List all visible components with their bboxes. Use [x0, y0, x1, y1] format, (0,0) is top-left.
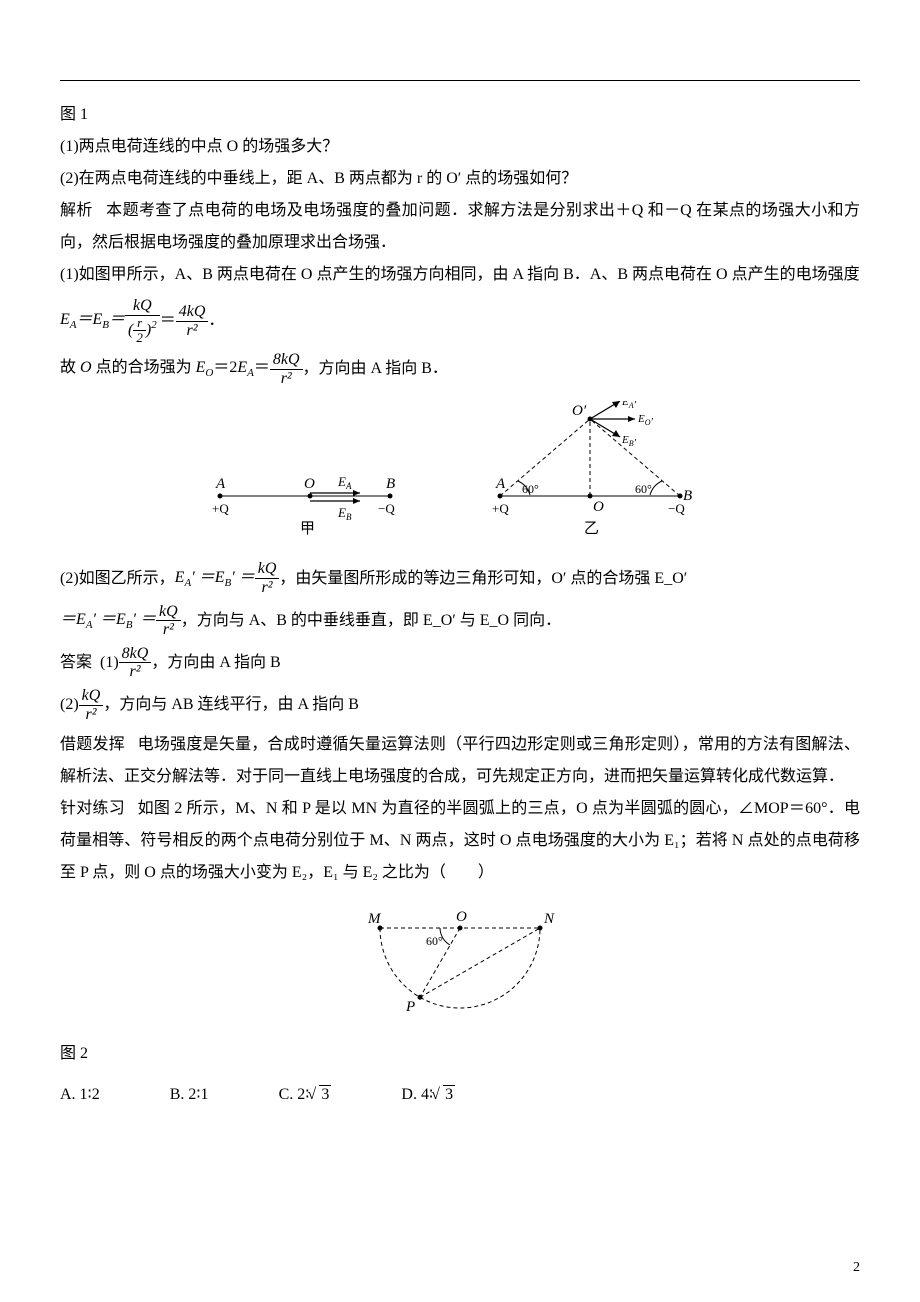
svg-text:O: O — [593, 499, 604, 515]
equation-1: EA＝EB＝ kQ (r2)2 ＝ 4kQ r² ． — [60, 297, 860, 345]
ans2b: ，方向与 AB 连线平行，由 A 指向 B — [103, 692, 359, 718]
svg-text:A: A — [495, 476, 506, 492]
svg-text:甲: 甲 — [300, 521, 315, 537]
eq2-frac: 8kQ r² — [270, 351, 303, 387]
svg-text:60°: 60° — [635, 482, 652, 496]
svg-text:N: N — [543, 911, 555, 927]
jia-B: B — [386, 476, 395, 492]
analysis-paragraph: 解析 本题考查了点电荷的电场及电场强度的叠加问题．求解方法是分别求出＋Q 和－Q… — [60, 195, 860, 259]
svg-text:EO′: EO′ — [637, 413, 654, 428]
answer-label: 答案 — [60, 650, 92, 676]
part2-1c: ，由矢量图所形成的等边三角形可知，O′ 点的合场强 E_O′ — [279, 566, 687, 592]
top-rule — [60, 80, 860, 81]
svg-text:60°: 60° — [522, 482, 539, 496]
eq1-frac2-num: 4kQ — [176, 303, 209, 322]
option-a: A. 1∶2 — [60, 1084, 100, 1104]
ans1a: (1) — [100, 650, 119, 676]
eq1-frac2: 4kQ r² — [176, 303, 209, 339]
option-b: B. 2∶1 — [170, 1084, 209, 1104]
svg-text:60°: 60° — [426, 934, 443, 948]
answer-1: 答案 (1) 8kQ r² ，方向由 A 指向 B — [60, 645, 860, 681]
options-row: A. 1∶2 B. 2∶1 C. 2∶3 D. 4∶3 — [60, 1084, 860, 1104]
part1-conc-a: 故 O 点的合场强为 EO＝2EA＝ — [60, 355, 270, 383]
svg-text:EB: EB — [337, 505, 352, 522]
part2-frac1: kQ r² — [255, 560, 280, 596]
svg-text:O′: O′ — [572, 403, 587, 419]
figure-2-label: 图 2 — [60, 1038, 860, 1070]
page-number: 2 — [853, 1260, 860, 1276]
eq1-period: ． — [208, 308, 224, 334]
question-1: (1)两点电荷连线的中点 O 的场强多大？ — [60, 131, 860, 163]
svg-text:O: O — [456, 909, 467, 925]
jia-O: O — [304, 476, 315, 492]
page: 图 1 (1)两点电荷连线的中点 O 的场强多大？ (2)在两点电荷连线的中垂线… — [0, 0, 920, 1302]
figure-2-svg: 60° M O N P — [340, 903, 580, 1033]
tip-label: 借题发挥 — [60, 736, 125, 753]
part2-frac2: kQ r² — [156, 603, 181, 639]
part2-line2: ＝EA′ ＝EB′ ＝ kQ r² ，方向与 A、B 的中垂线垂直，即 E_O′… — [60, 603, 860, 639]
figure-2: 60° M O N P 图 2 — [60, 903, 860, 1070]
figure-1-label: 图 1 — [60, 99, 860, 131]
eq1-frac1-num: kQ — [125, 297, 160, 316]
question-2: (2)在两点电荷连线的中垂线上，距 A、B 两点都为 r 的 O′ 点的场强如何… — [60, 163, 860, 195]
svg-text:+Q: +Q — [492, 501, 509, 516]
jia-A: A — [215, 476, 226, 492]
practice-body: 如图 2 所示，M、N 和 P 是以 MN 为直径的半圆弧上的三点，O 点为半圆… — [60, 800, 860, 881]
svg-text:+Q: +Q — [212, 501, 229, 516]
option-c: C. 2∶3 — [279, 1084, 332, 1104]
eq1-lhs: EA＝EB＝ — [60, 307, 125, 335]
part2-1a: (2)如图乙所示， — [60, 566, 175, 592]
answer-2: (2) kQ r² ，方向与 AB 连线平行，由 A 指向 B — [60, 687, 860, 723]
part2-line1: (2)如图乙所示， EA′ ＝EB′ ＝ kQ r² ，由矢量图所形成的等边三角… — [60, 560, 860, 596]
eq1-frac1: kQ (r2)2 — [125, 297, 160, 345]
analysis-label: 解析 — [60, 202, 93, 219]
svg-text:−Q: −Q — [378, 501, 395, 516]
ans1-frac: 8kQ r² — [119, 645, 152, 681]
analysis-body: 本题考查了点电荷的电场及电场强度的叠加问题．求解方法是分别求出＋Q 和－Q 在某… — [60, 202, 860, 251]
practice-paragraph: 针对练习 如图 2 所示，M、N 和 P 是以 MN 为直径的半圆弧上的三点，O… — [60, 793, 860, 889]
svg-text:P: P — [405, 999, 415, 1015]
svg-text:乙: 乙 — [584, 521, 599, 537]
practice-label: 针对练习 — [60, 800, 125, 817]
svg-text:M: M — [367, 911, 382, 927]
eq1-frac2-den: r² — [176, 322, 209, 340]
svg-text:EB′: EB′ — [621, 434, 637, 449]
diagram-jia-yi-svg: A O B EA EB +Q −Q 甲 — [200, 401, 720, 541]
ans2-frac: kQ r² — [79, 687, 104, 723]
svg-text:−Q: −Q — [668, 501, 685, 516]
option-d: D. 4∶3 — [401, 1084, 455, 1104]
svg-text:EA′: EA′ — [621, 401, 637, 411]
part2-2b: ，方向与 A、B 的中垂线垂直，即 E_O′ 与 E_O 同向． — [181, 608, 561, 634]
part1-line1: (1)如图甲所示，A、B 两点电荷在 O 点产生的场强方向相同，由 A 指向 B… — [60, 259, 860, 291]
ans2a: (2) — [60, 692, 79, 718]
tip-paragraph: 借题发挥 电场强度是矢量，合成时遵循矢量运算法则（平行四边形定则或三角形定则），… — [60, 729, 860, 793]
part1-conc-b: ，方向由 A 指向 B． — [303, 356, 448, 382]
figures-jia-yi: A O B EA EB +Q −Q 甲 — [60, 401, 860, 546]
tip-body: 电场强度是矢量，合成时遵循矢量运算法则（平行四边形定则或三角形定则），常用的方法… — [60, 736, 860, 785]
eq1-frac1-den: (r2)2 — [125, 316, 160, 346]
ans1b: ，方向由 A 指向 B — [151, 650, 280, 676]
svg-text:EA: EA — [337, 474, 352, 491]
part1-conclusion: 故 O 点的合场强为 EO＝2EA＝ 8kQ r² ，方向由 A 指向 B． — [60, 351, 860, 387]
